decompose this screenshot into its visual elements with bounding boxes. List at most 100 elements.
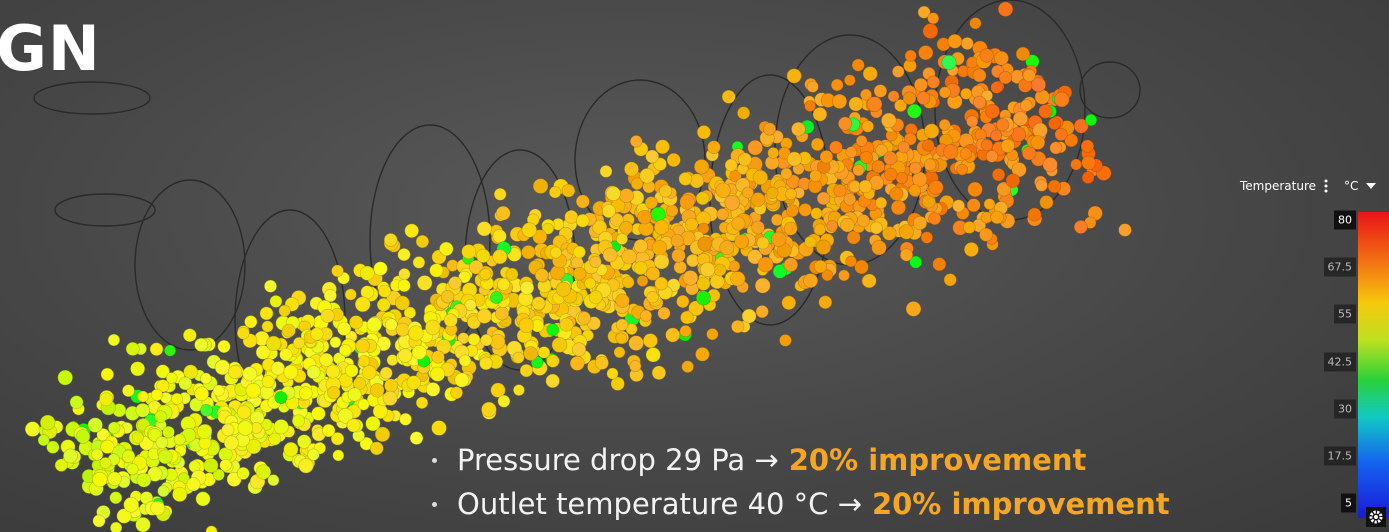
particle <box>942 55 956 69</box>
particle <box>805 101 816 112</box>
particle <box>204 458 218 472</box>
bullet-dot <box>432 502 437 507</box>
particle <box>816 240 831 255</box>
particle <box>1020 100 1032 112</box>
particle <box>137 391 148 402</box>
particle <box>964 242 978 256</box>
particle <box>348 388 361 401</box>
particle <box>573 246 585 258</box>
particle <box>998 2 1013 17</box>
particle <box>362 365 376 379</box>
particle <box>637 276 648 287</box>
particle <box>398 248 410 260</box>
color-bar-ticks: 8067.55542.53017.55 <box>1318 0 1358 532</box>
particle <box>870 222 882 234</box>
particle <box>697 126 710 139</box>
particle <box>246 383 261 398</box>
particle <box>330 337 341 348</box>
particle <box>862 274 876 288</box>
particle <box>570 356 584 370</box>
particle <box>1039 105 1053 119</box>
particle <box>984 199 995 210</box>
particle <box>385 319 397 331</box>
particle <box>430 264 443 277</box>
particle <box>910 162 922 174</box>
particle <box>891 200 905 214</box>
particle <box>124 497 139 512</box>
particle <box>1054 92 1069 107</box>
particle <box>680 325 691 336</box>
particle <box>100 393 113 406</box>
tick-label: 5 <box>1341 494 1356 513</box>
particle <box>737 107 749 119</box>
particle <box>520 281 533 294</box>
particle <box>819 296 832 309</box>
outline <box>34 82 150 114</box>
particle <box>924 159 936 171</box>
tick-label: 80 <box>1334 211 1356 230</box>
particle <box>108 422 120 434</box>
particle <box>905 50 916 61</box>
particle <box>898 141 910 153</box>
particle <box>274 420 289 435</box>
particle <box>957 164 968 175</box>
dropdown-arrow[interactable] <box>1366 182 1376 190</box>
particle <box>546 374 560 388</box>
particle <box>513 352 524 363</box>
particle <box>312 407 326 421</box>
particle <box>70 396 83 409</box>
particle <box>299 387 312 400</box>
particle <box>638 210 652 224</box>
particle <box>384 233 397 246</box>
particle <box>841 218 855 232</box>
particle <box>933 258 946 271</box>
particle <box>366 416 380 430</box>
particle <box>786 205 798 217</box>
settings-button[interactable] <box>1366 507 1386 527</box>
particle <box>379 285 391 297</box>
particle <box>266 336 281 351</box>
particle <box>768 147 779 158</box>
particle <box>674 261 687 274</box>
particle <box>917 92 930 105</box>
particle <box>100 457 111 468</box>
particle <box>758 257 773 272</box>
particle <box>481 334 493 346</box>
particle <box>997 119 1009 131</box>
particle <box>781 168 792 179</box>
particle <box>862 121 874 133</box>
particle <box>973 69 986 82</box>
bullet-text: Outlet temperature 40 °C → <box>457 482 862 526</box>
particle <box>881 113 896 128</box>
particle <box>292 415 304 427</box>
particle <box>101 440 114 453</box>
particle <box>853 164 864 175</box>
particle <box>400 413 412 425</box>
particle <box>412 345 426 359</box>
particle <box>156 437 168 449</box>
particle <box>520 364 533 377</box>
particle <box>680 195 695 210</box>
particle <box>820 150 833 163</box>
particle <box>441 290 454 303</box>
particle <box>986 151 998 163</box>
particle <box>813 107 827 121</box>
particle <box>262 321 273 332</box>
particle <box>576 214 589 227</box>
particle <box>380 367 392 379</box>
particle <box>293 337 304 348</box>
particle <box>683 271 698 286</box>
particle <box>991 130 1002 141</box>
particle <box>697 277 710 290</box>
particle <box>264 280 276 292</box>
particle <box>224 436 238 450</box>
particle <box>1082 172 1094 184</box>
particle <box>513 385 524 396</box>
particle <box>630 360 641 371</box>
particle <box>922 140 934 152</box>
particle <box>748 140 763 155</box>
particle <box>725 195 740 210</box>
particle <box>282 324 295 337</box>
particle <box>122 385 134 397</box>
particle <box>413 257 425 269</box>
